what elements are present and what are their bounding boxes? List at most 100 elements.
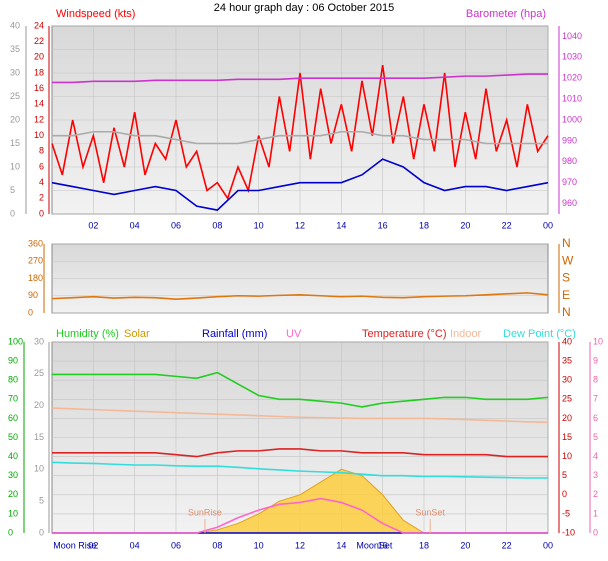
y-tick-label: 0 [28, 307, 33, 317]
y-tick-label: 90 [8, 355, 18, 365]
x-tick-label: 06 [171, 540, 181, 550]
y-tick-label: 10 [593, 336, 603, 346]
y-tick-label: 22 [34, 36, 44, 46]
y-tick-label: 40 [8, 451, 18, 461]
y-tick-label: 15 [34, 432, 44, 442]
y-tick-label: 20 [562, 413, 572, 423]
y-tick-label: 100 [8, 336, 23, 346]
y-tick-label: 30 [10, 67, 20, 77]
y-tick-label: 4 [39, 177, 44, 187]
y-tick-label: 24 [34, 20, 44, 30]
y-tick-label: 50 [8, 432, 18, 442]
y-tick-label: -10 [562, 527, 575, 537]
y-tick-label: 7 [593, 394, 598, 404]
y-tick-label: N [562, 305, 571, 319]
y-tick-label: 10 [34, 464, 44, 474]
y-tick-label: 25 [562, 394, 572, 404]
y-tick-label: 30 [34, 336, 44, 346]
annotation-label: SunRise [188, 507, 222, 517]
y-tick-label: 0 [562, 489, 567, 499]
y-tick-label: 0 [39, 527, 44, 537]
y-tick-label: 30 [562, 375, 572, 385]
x-tick-label: 16 [378, 540, 388, 550]
y-tick-label: -5 [562, 508, 570, 518]
y-tick-label: 5 [593, 432, 598, 442]
y-tick-label: 0 [10, 208, 15, 218]
x-tick-label: 08 [212, 220, 222, 230]
y-tick-label: 20 [10, 114, 20, 124]
series-line [52, 73, 548, 84]
y-tick-label: 1040 [562, 31, 582, 41]
legend-label: Indoor [450, 328, 482, 340]
series-line [52, 497, 548, 534]
series-line [51, 65, 549, 201]
x-tick-label: 02 [88, 220, 98, 230]
y-tick-label: 990 [562, 135, 577, 145]
x-tick-label: 08 [212, 540, 222, 550]
x-tick-label: 02 [88, 540, 98, 550]
series-line [52, 130, 548, 145]
y-tick-label: 12 [34, 114, 44, 124]
y-tick-label: 18 [34, 67, 44, 77]
x-tick-label: 10 [254, 540, 264, 550]
legend-label: Windspeed (kts) [56, 8, 135, 20]
series-line [51, 461, 548, 479]
x-tick-label: 06 [171, 220, 181, 230]
y-tick-label: 15 [10, 138, 20, 148]
y-tick-label: W [562, 253, 574, 267]
y-tick-label: 1010 [562, 93, 582, 103]
y-tick-label: 8 [39, 146, 44, 156]
x-tick-label: 22 [502, 220, 512, 230]
legend-label: Solar [124, 328, 150, 340]
chart-title: 24 hour graph day : 06 October 2015 [214, 2, 394, 14]
y-tick-label: 20 [8, 489, 18, 499]
x-tick-label: 00 [543, 220, 553, 230]
series-line [51, 158, 549, 211]
x-tick-label: 20 [460, 540, 470, 550]
y-tick-label: 970 [562, 177, 577, 187]
y-tick-label: 16 [34, 83, 44, 93]
y-tick-label: 30 [8, 470, 18, 480]
y-tick-label: E [562, 288, 570, 302]
legend-label: Humidity (%) [56, 328, 119, 340]
y-tick-label: 4 [593, 451, 598, 461]
series-line [51, 407, 549, 424]
x-tick-label: 14 [336, 220, 346, 230]
x-tick-label: 04 [130, 220, 140, 230]
y-tick-label: 0 [39, 208, 44, 218]
y-tick-label: 3 [593, 470, 598, 480]
legend-label: Dew Point (°C) [503, 328, 576, 340]
series-line [52, 448, 548, 458]
series-line [51, 292, 549, 301]
y-tick-label: 25 [34, 368, 44, 378]
y-tick-label: 35 [10, 44, 20, 54]
y-tick-label: 1030 [562, 52, 582, 62]
y-tick-label: 14 [34, 99, 44, 109]
y-tick-label: 6 [593, 413, 598, 423]
x-tick-label: 22 [502, 540, 512, 550]
x-tick-label: 00 [543, 540, 553, 550]
y-tick-label: 8 [593, 375, 598, 385]
y-tick-label: 90 [28, 290, 38, 300]
annotation-label: MoonSet [356, 540, 393, 550]
y-tick-label: 5 [39, 496, 44, 506]
y-tick-label: 40 [10, 20, 20, 30]
legend-label: Temperature (°C) [362, 328, 446, 340]
y-tick-label: 5 [10, 185, 15, 195]
y-tick-label: 1020 [562, 73, 582, 83]
y-tick-label: 20 [34, 400, 44, 410]
x-tick-label: 14 [336, 540, 346, 550]
y-tick-label: S [562, 271, 570, 285]
y-tick-label: 6 [39, 161, 44, 171]
series-line [52, 371, 549, 408]
y-tick-label: 270 [28, 256, 43, 266]
y-tick-label: 25 [10, 91, 20, 101]
y-tick-label: 0 [8, 527, 13, 537]
y-tick-label: 1000 [562, 114, 582, 124]
y-tick-label: 35 [562, 355, 572, 365]
x-tick-label: 16 [378, 220, 388, 230]
y-tick-label: 60 [8, 413, 18, 423]
y-tick-label: 980 [562, 156, 577, 166]
x-tick-label: 04 [130, 540, 140, 550]
